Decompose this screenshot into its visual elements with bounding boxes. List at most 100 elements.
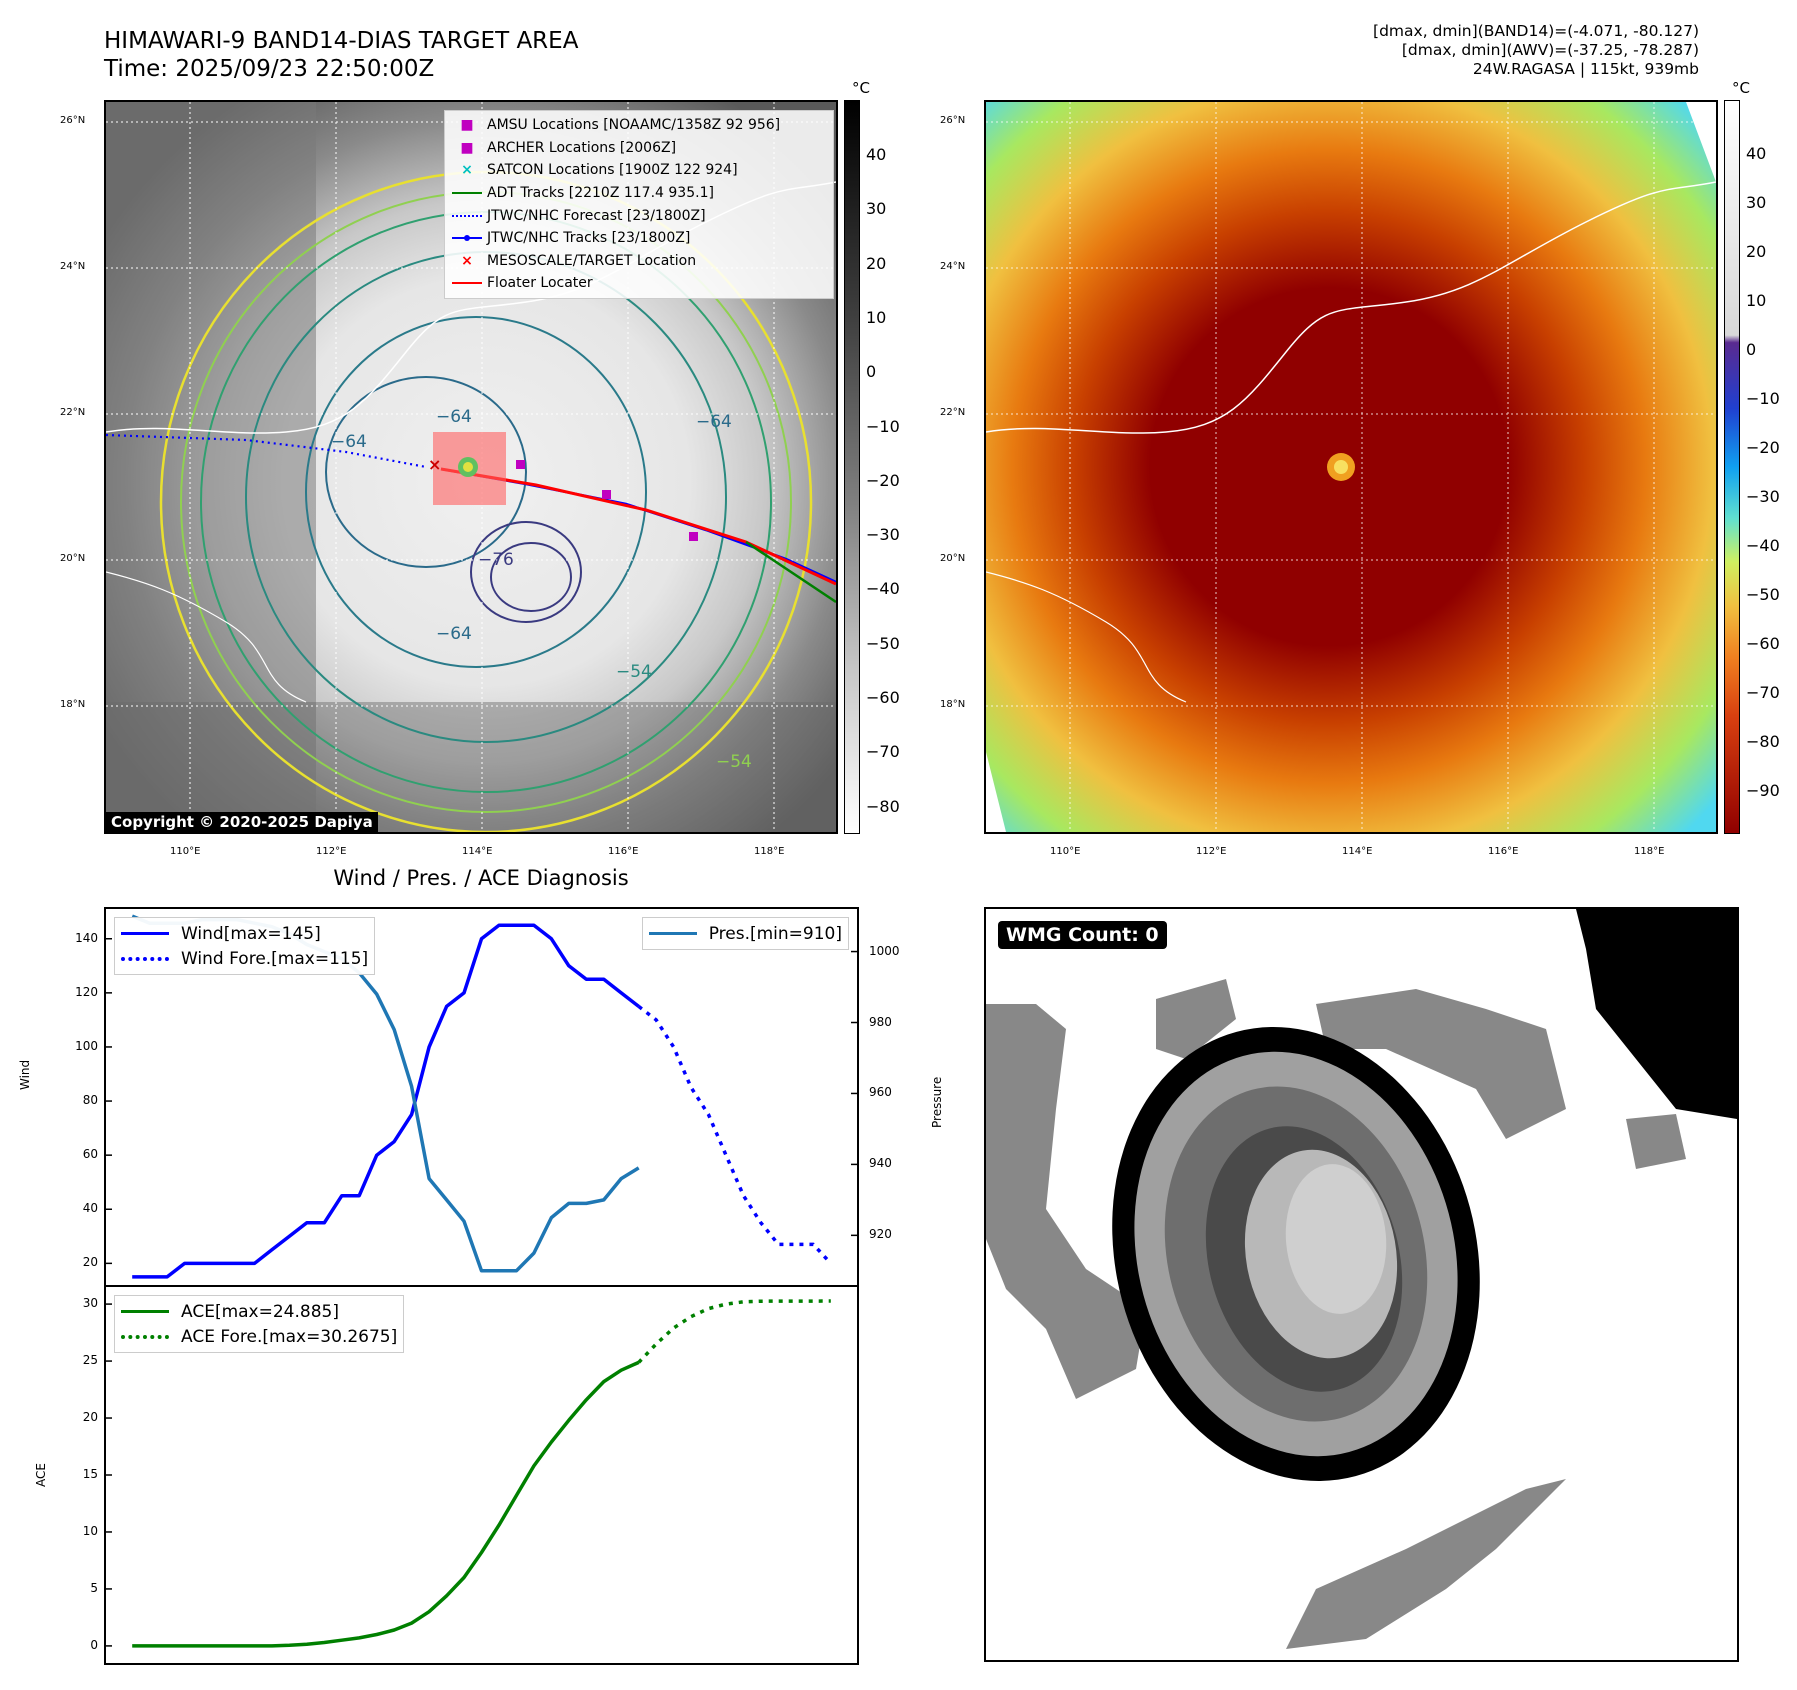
legend-item: ADT Tracks [2210Z 117.4 935.1] [447, 182, 831, 205]
legend-marker-icon: × [461, 252, 473, 269]
colorbar-unit: °C [852, 79, 870, 97]
y-tick-label: 60 [82, 1147, 98, 1162]
wmg-panel: WMG Count: 0 [984, 907, 1739, 1662]
lat-tick: 22°N [940, 407, 966, 418]
lat-tick: 26°N [940, 115, 966, 126]
colorbar-tick-label: 20 [1746, 242, 1767, 261]
lat-tick: 22°N [60, 407, 86, 418]
colorbar-tick-label: −60 [866, 688, 900, 707]
lat-tick: 24°N [60, 261, 86, 272]
info-line2: [dmax, dmin](AWV)=(-37.25, -78.287) [1401, 41, 1699, 59]
figure-title-line2: Time: 2025/09/23 22:50:00Z [104, 56, 435, 82]
colorbar-tick-label: −80 [1746, 732, 1780, 751]
lat-tick: 26°N [60, 115, 86, 126]
colorbar-tick-label: −60 [1746, 634, 1780, 653]
legend-marker-icon: ■ [460, 139, 474, 156]
legend-item: × MESOSCALE/TARGET Location [447, 250, 831, 273]
colorbar-tick-label: −70 [1746, 683, 1780, 702]
legend-line-icon [121, 1334, 169, 1339]
y-axis-label-pressure: Pressure [930, 1076, 944, 1128]
y-tick-label: 30 [82, 1296, 98, 1311]
colorbar-tick-label: 0 [866, 362, 877, 382]
legend-item: × SATCON Locations [1900Z 122 924] [447, 159, 831, 182]
info-line3: 24W.RAGASA | 115kt, 939mb [1472, 60, 1699, 78]
lon-tick: 110°E [170, 846, 201, 857]
y-tick-label: 80 [82, 1093, 98, 1108]
colorbar-tick-label: −20 [866, 470, 900, 490]
legend-line-icon [121, 956, 169, 961]
contour-label: −54 [716, 752, 752, 772]
legend-marker-icon: × [461, 162, 473, 179]
y-tick-label: 15 [82, 1467, 98, 1481]
y2-tick-label: 1000 [869, 943, 900, 958]
y-axis-label-ace: ACE [34, 1463, 48, 1487]
wmg-count-badge: WMG Count: 0 [998, 921, 1167, 949]
y-tick-label: 25 [82, 1353, 98, 1368]
legend-item: ACE[max=24.885] [121, 1299, 397, 1324]
legend-item: Wind Fore.[max=115] [121, 946, 368, 971]
lon-tick: 116°E [608, 846, 639, 857]
svg-text:×: × [428, 455, 441, 474]
lat-tick: 18°N [60, 699, 86, 710]
y2-tick-label: 940 [869, 1156, 892, 1171]
series-line-1 [637, 1299, 831, 1364]
ace-plot: ACE[max=24.885] ACE Fore.[max=30.2675] [104, 1285, 859, 1665]
colorbar-tick-label: 20 [866, 253, 887, 273]
colorbar-tick-label: 0 [1746, 340, 1757, 359]
colorbar-tick-label: 10 [1746, 291, 1767, 310]
y-tick-label: 20 [82, 1410, 98, 1425]
lat-tick: 20°N [60, 553, 86, 564]
band14-map: × −64 −64 −64 −76 −64 −54 −54 ■ AMSU Loca… [104, 100, 838, 834]
y-axis-label-wind: Wind [18, 1059, 32, 1090]
wind-legend: Wind[max=145] Wind Fore.[max=115] [114, 917, 376, 975]
lon-tick: 114°E [462, 846, 493, 857]
legend-item: ■ AMSU Locations [NOAAMC/1358Z 92 956] [447, 114, 831, 137]
y-tick-label: 0 [90, 1637, 98, 1652]
lon-tick: 116°E [1488, 846, 1519, 857]
colorbar-tick-label: −50 [1746, 585, 1780, 604]
colorbar-tick-label: −30 [1746, 487, 1780, 506]
figure-title-line1: HIMAWARI-9 BAND14-DIAS TARGET AREA [104, 28, 579, 54]
y-tick-label: 140 [75, 930, 98, 945]
map-legend: ■ AMSU Locations [NOAAMC/1358Z 92 956] ■ A… [444, 110, 834, 299]
legend-item: Floater Locater [447, 272, 831, 295]
y-tick-label: 120 [75, 984, 98, 999]
legend-line-icon [648, 932, 697, 935]
y2-tick-label: 980 [869, 1014, 892, 1029]
legend-item: JTWC/NHC Forecast [23/1800Z] [447, 204, 831, 227]
series-line-0 [132, 923, 640, 1279]
colorbar-tick-label: −30 [866, 525, 900, 545]
y-tick-label: 10 [82, 1523, 98, 1538]
contour-label: −76 [478, 550, 514, 570]
legend-marker-icon: ■ [460, 117, 474, 134]
colorbar-unit: °C [1732, 79, 1750, 97]
colorbar-tick-label: −40 [1746, 536, 1780, 555]
colorbar-tick-label: 40 [1746, 144, 1767, 163]
colorbar-tick-label: 10 [866, 307, 887, 327]
colorbar-tick-label: 30 [866, 199, 887, 219]
contour-label: −64 [331, 432, 367, 452]
colorbar-tick-label: −80 [866, 796, 900, 816]
legend-line-icon [447, 282, 487, 285]
legend-line-icon [121, 932, 169, 935]
colorbar-tick-label: −40 [866, 579, 900, 599]
pressure-legend: Pres.[min=910] [641, 917, 849, 950]
legend-line-icon [121, 1310, 169, 1313]
colorbar-tick-label: −20 [1746, 438, 1780, 457]
lat-tick: 24°N [940, 261, 966, 272]
lat-tick: 20°N [940, 553, 966, 564]
lon-tick: 118°E [754, 846, 785, 857]
legend-line-icon [447, 235, 487, 242]
lon-tick: 112°E [316, 846, 347, 857]
legend-item: JTWC/NHC Tracks [23/1800Z] [447, 227, 831, 250]
colorbar-tick-label: −10 [1746, 389, 1780, 408]
y-tick-label: 20 [82, 1255, 98, 1270]
lon-tick: 112°E [1196, 846, 1227, 857]
colorbar-tick-label: −70 [866, 742, 900, 762]
legend-item: Pres.[min=910] [648, 921, 842, 946]
copyright-label: Copyright © 2020-2025 Dapiya [106, 812, 378, 832]
y-tick-label: 5 [90, 1580, 98, 1595]
wind-pressure-plot: Wind[max=145] Wind Fore.[max=115] Pres.[… [104, 907, 859, 1287]
colorbar-left [844, 100, 860, 834]
ace-svg [106, 1299, 831, 1648]
